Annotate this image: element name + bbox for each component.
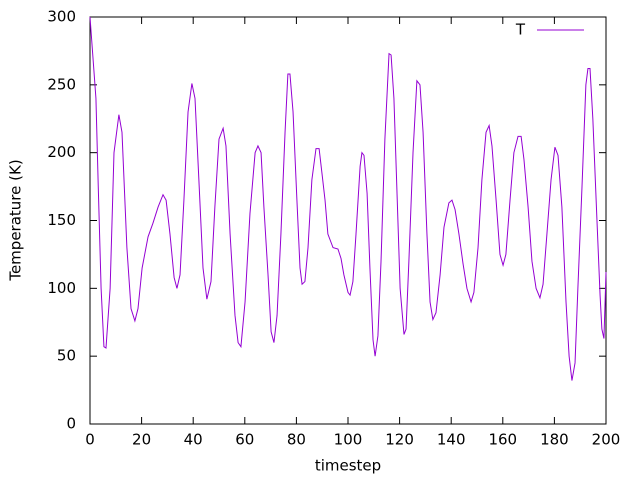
x-tick-label: 80 [287, 431, 306, 449]
x-axis-label: timestep [315, 457, 381, 475]
x-tick-label: 140 [437, 431, 466, 449]
x-tick-label: 100 [334, 431, 363, 449]
legend-label: T [515, 21, 526, 39]
y-tick-label: 100 [47, 279, 76, 297]
y-tick-label: 300 [47, 8, 76, 26]
y-tick-label: 50 [57, 347, 76, 365]
x-tick-label: 0 [85, 431, 95, 449]
x-tick-label: 20 [132, 431, 151, 449]
x-tick-label: 160 [488, 431, 517, 449]
y-tick-label: 0 [66, 415, 76, 433]
x-tick-label: 60 [235, 431, 254, 449]
data-line [89, 16, 607, 381]
x-tick-label: 180 [540, 431, 569, 449]
y-tick-label: 200 [47, 143, 76, 161]
x-tick-label: 40 [184, 431, 203, 449]
y-axis-label: Temperature (K) [7, 159, 25, 281]
x-tick-label: 120 [385, 431, 414, 449]
y-tick-label: 150 [47, 211, 76, 229]
y-tick-label: 250 [47, 75, 76, 93]
x-tick-label: 200 [592, 431, 621, 449]
